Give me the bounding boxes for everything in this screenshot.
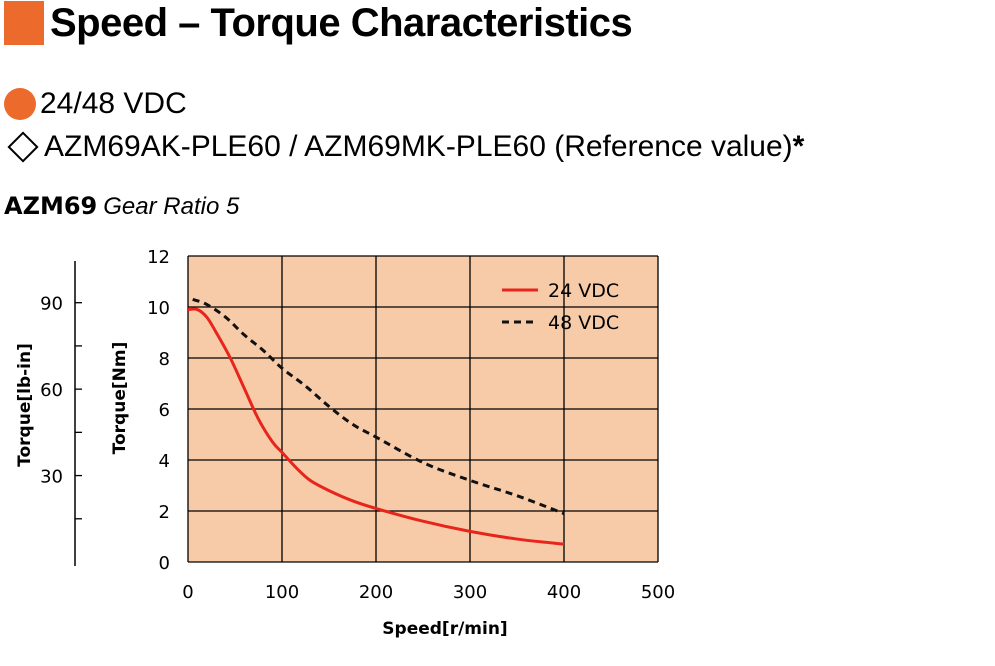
y-tick-label: 4 [159, 451, 170, 472]
title-marker [4, 1, 44, 45]
x-tick-label: 100 [265, 582, 299, 603]
voltage-label: 24/48 VDC [40, 87, 187, 120]
series-line-24vdc [187, 307, 565, 546]
y-tick-label: 6 [159, 400, 170, 421]
y-tick-label: 0 [159, 553, 170, 574]
x-tick-label: 500 [641, 582, 675, 603]
x-axis-label: Speed[r/min] [382, 619, 507, 639]
title-row: Speed – Torque Characteristics [4, 0, 633, 46]
grid-lines [187, 255, 659, 563]
x-tick-label: 300 [453, 582, 487, 603]
page-title: Speed – Torque Characteristics [50, 0, 633, 45]
y-tick-label: 8 [159, 349, 170, 370]
model-name: AZM69 [4, 192, 98, 220]
model-line-row: AZM69AK-PLE60 / AZM69MK-PLE60 (Reference… [4, 128, 804, 166]
y-tick-label: 2 [159, 502, 170, 523]
asterisk-mark: * [792, 130, 805, 163]
chart-legend: 24 VDC 48 VDC [502, 280, 619, 334]
y2-tick-labels: 30 60 90 [40, 294, 82, 520]
model-line-text: AZM69AK-PLE60 / AZM69MK-PLE60 (Reference… [44, 130, 793, 163]
orange-dot-icon [4, 88, 36, 120]
y-tick-label: 12 [147, 247, 170, 268]
series-lines [187, 297, 565, 546]
y2-tick-label: 60 [40, 380, 63, 401]
y-tick-labels: 0 2 4 6 8 10 12 [147, 247, 170, 574]
x-tick-label: 200 [359, 582, 393, 603]
y-axis-label: Torque[Nm] [110, 342, 130, 455]
model-line-label: AZM69AK-PLE60 / AZM69MK-PLE60 (Reference… [44, 130, 804, 164]
y-tick-label: 10 [147, 298, 170, 319]
x-tick-labels: 0 100 200 300 400 500 [182, 582, 675, 603]
y2-axis-label: Torque[lb-in] [15, 343, 35, 467]
model-row: AZM69 Gear Ratio 5 [4, 192, 239, 221]
y2-tick-label: 30 [40, 467, 63, 488]
legend-label: 48 VDC [548, 312, 619, 334]
voltage-row: 24/48 VDC [4, 86, 187, 122]
x-tick-label: 0 [182, 582, 193, 603]
gear-ratio: Gear Ratio 5 [103, 193, 240, 220]
y2-tick-label: 90 [40, 294, 63, 315]
series-line-48vdc [192, 297, 565, 515]
legend-label: 24 VDC [548, 280, 619, 302]
x-tick-label: 400 [547, 582, 581, 603]
